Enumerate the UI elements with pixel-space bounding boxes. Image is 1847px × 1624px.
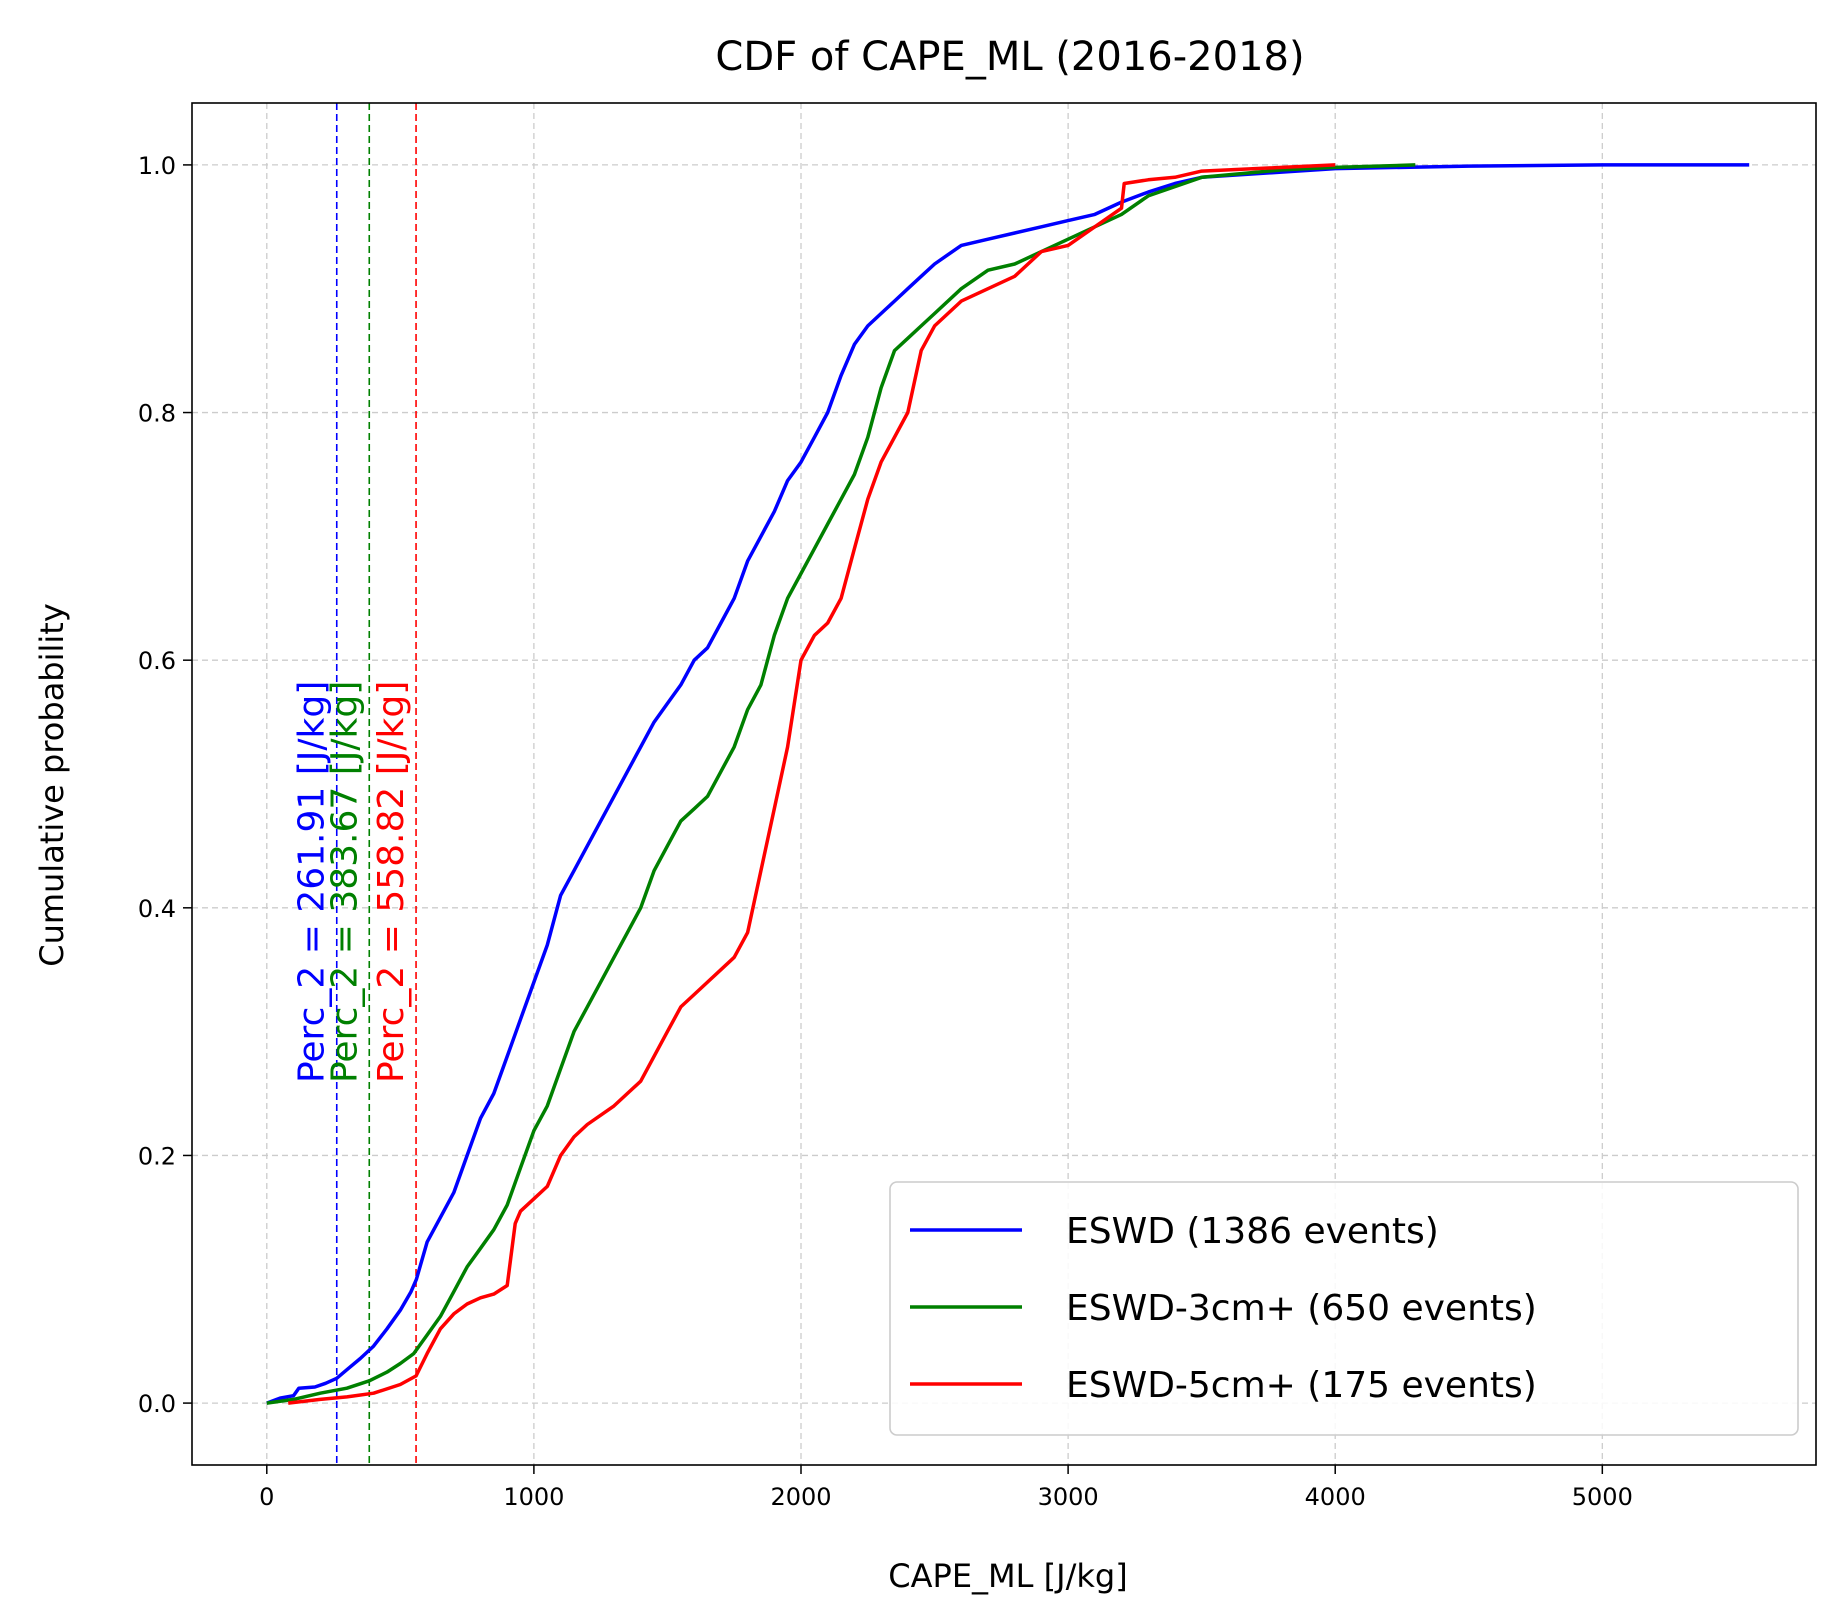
legend-label: ESWD (1386 events) — [1066, 1211, 1439, 1252]
legend-label: ESWD-3cm+ (650 events) — [1066, 1288, 1537, 1329]
percentile-annotations: Perc_2 = 261.91 [J/kg]Perc_2 = 383.67 [J… — [292, 681, 412, 1083]
legend-label: ESWD-5cm+ (175 events) — [1066, 1365, 1537, 1406]
percentile-annotation: Perc_2 = 383.67 [J/kg] — [324, 681, 365, 1083]
y-tick-label: 0.4 — [138, 895, 176, 923]
x-tick-label: 5000 — [1572, 1483, 1633, 1511]
chart-title: CDF of CAPE_ML (2016-2018) — [715, 34, 1304, 80]
series-line — [266, 163, 1416, 1405]
legend-box — [889, 1181, 1799, 1436]
percentile-lines — [335, 103, 417, 1465]
x-tick-label: 0 — [259, 1483, 274, 1511]
percentile-annotation: Perc_2 = 558.82 [J/kg] — [371, 681, 412, 1083]
plot-frame — [191, 102, 1817, 1466]
series-lines — [266, 163, 1750, 1405]
y-tick-label: 1.0 — [138, 152, 176, 180]
axis-ticks: 0 1000 2000 3000 4000 5000 0.0 0.2 0.4 0.6 0.8 1.0 — [138, 152, 1633, 1511]
x-axis-title: CAPE_ML [J/kg] — [888, 1557, 1127, 1595]
y-tick-label: 0.8 — [138, 400, 176, 428]
x-tick-label: 1000 — [503, 1483, 564, 1511]
series-line — [287, 163, 1336, 1405]
series-line — [266, 163, 1750, 1405]
y-tick-label: 0.6 — [138, 647, 176, 675]
x-tick-label: 4000 — [1305, 1483, 1366, 1511]
y-tick-label: 0.0 — [138, 1390, 176, 1418]
y-tick-label: 0.2 — [138, 1142, 176, 1170]
percentile-annotation: Perc_2 = 261.91 [J/kg] — [292, 681, 333, 1083]
y-axis-title: Cumulative probability — [33, 603, 71, 967]
x-tick-label: 2000 — [770, 1483, 831, 1511]
legend: ESWD (1386 events) ESWD-3cm+ (650 events)… — [889, 1181, 1799, 1436]
x-tick-label: 3000 — [1038, 1483, 1099, 1511]
